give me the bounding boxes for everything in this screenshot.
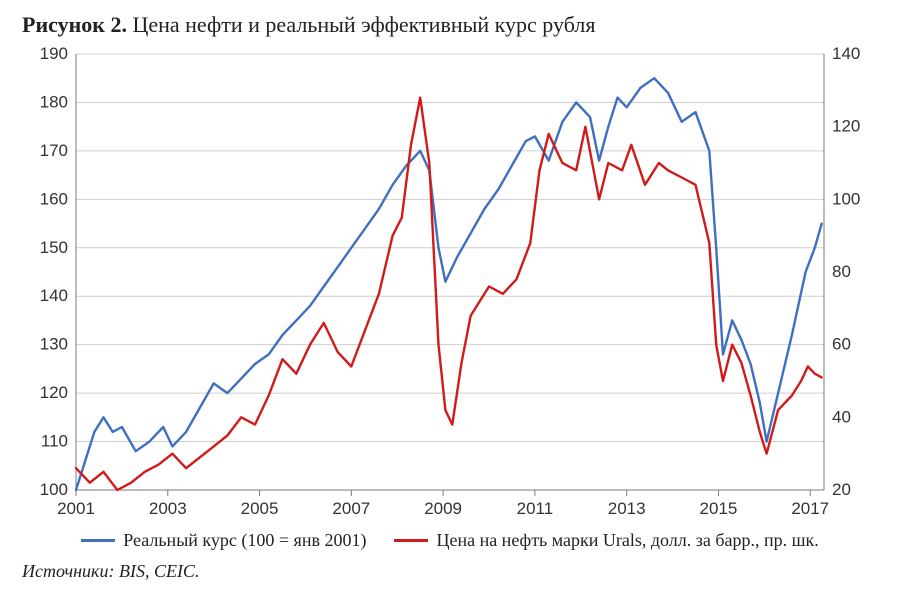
svg-text:2013: 2013 (608, 499, 646, 518)
legend-swatch-blue (81, 539, 115, 542)
svg-text:140: 140 (40, 286, 68, 305)
chart-area: 100 110 120 130 140 150 160 170 180 190 20 40 60 80 10… (20, 44, 880, 524)
legend-swatch-red (394, 539, 428, 542)
svg-text:150: 150 (40, 238, 68, 257)
svg-text:170: 170 (40, 141, 68, 160)
legend-label-red: Цена на нефть марки Urals, долл. за барр… (436, 530, 818, 551)
legend: Реальный курс (100 = янв 2001) Цена на н… (20, 530, 880, 551)
svg-text:130: 130 (40, 335, 68, 354)
figure-container: Рисунок 2. Цена нефти и реальный эффекти… (0, 0, 900, 610)
legend-item-blue: Реальный курс (100 = янв 2001) (81, 530, 366, 551)
svg-text:120: 120 (832, 117, 860, 136)
legend-label-blue: Реальный курс (100 = янв 2001) (123, 530, 366, 551)
svg-text:190: 190 (40, 44, 68, 63)
svg-text:2005: 2005 (241, 499, 279, 518)
source-text: Источники: BIS, CEIC. (22, 561, 880, 582)
svg-text:100: 100 (40, 480, 68, 499)
svg-text:2007: 2007 (332, 499, 370, 518)
svg-text:180: 180 (40, 92, 68, 111)
line-chart: 100 110 120 130 140 150 160 170 180 190 20 40 60 80 10… (20, 44, 880, 524)
svg-text:100: 100 (832, 189, 860, 208)
legend-item-red: Цена на нефть марки Urals, долл. за барр… (394, 530, 818, 551)
svg-text:2011: 2011 (517, 499, 554, 518)
figure-title-text: Цена нефти и реальный эффективный курс р… (127, 12, 596, 37)
svg-text:160: 160 (40, 189, 68, 208)
svg-text:80: 80 (832, 262, 851, 281)
figure-title: Рисунок 2. Цена нефти и реальный эффекти… (22, 12, 880, 38)
svg-text:140: 140 (832, 44, 860, 63)
svg-text:2009: 2009 (424, 499, 462, 518)
svg-text:2001: 2001 (57, 499, 95, 518)
svg-text:60: 60 (832, 335, 851, 354)
svg-text:110: 110 (41, 432, 68, 451)
svg-text:40: 40 (832, 407, 851, 426)
svg-text:2015: 2015 (700, 499, 738, 518)
svg-text:120: 120 (40, 383, 68, 402)
svg-text:2003: 2003 (149, 499, 187, 518)
svg-text:20: 20 (832, 480, 851, 499)
svg-text:2017: 2017 (791, 499, 829, 518)
figure-number: Рисунок 2. (22, 12, 127, 37)
